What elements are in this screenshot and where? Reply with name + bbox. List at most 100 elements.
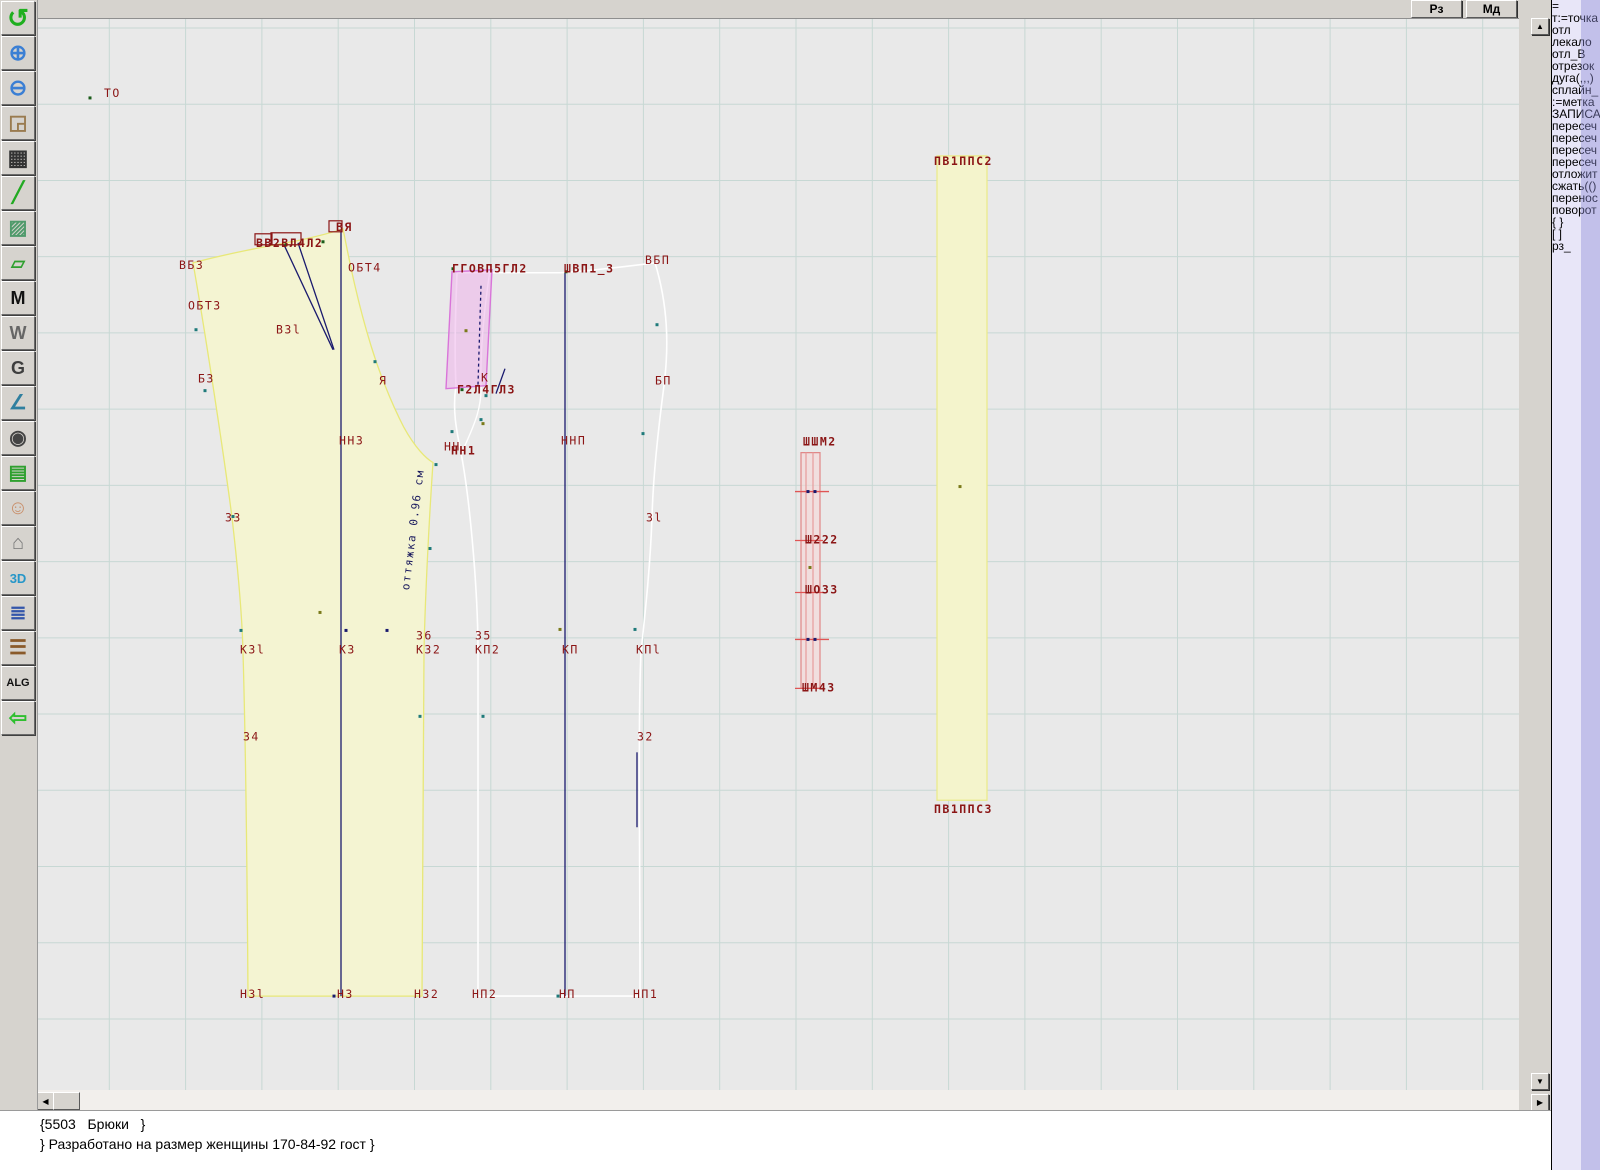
command-item[interactable]: сплайн_ (1552, 83, 1599, 97)
pattern-preview-button[interactable]: ◲ (1, 106, 35, 140)
construction-line (477, 285, 482, 385)
command-item[interactable]: отл (1552, 23, 1571, 37)
pattern-point (203, 389, 207, 393)
command-item[interactable]: лекало (1552, 35, 1592, 49)
horizontal-scrollbar[interactable]: ◀ (37, 1090, 1519, 1110)
pattern-point (385, 628, 389, 632)
waistband-strip[interactable] (936, 155, 988, 801)
command-item[interactable]: пересеч (1552, 155, 1598, 169)
command-item[interactable]: { } (1552, 215, 1564, 229)
garment-button[interactable]: ⌂ (1, 526, 35, 560)
fabric-g-icon: G (10, 358, 25, 378)
front-piece[interactable] (453, 261, 668, 997)
command-item[interactable]: [ ] (1552, 227, 1563, 241)
zoom-out-button[interactable]: ⊖ (1, 71, 35, 105)
pattern-point (641, 432, 645, 436)
pattern-label: ННЗ (339, 434, 364, 448)
ruler-button[interactable]: ∠ (1, 386, 35, 420)
pattern-point (418, 714, 422, 718)
command-item[interactable]: пересеч (1552, 131, 1598, 145)
pattern-label: КЗ2 (416, 642, 441, 656)
pattern-point (808, 565, 812, 569)
measure-button[interactable]: ╱ (1, 176, 35, 210)
alg-button[interactable]: ALG (1, 666, 35, 700)
pattern-point (321, 240, 325, 244)
pattern-point (806, 490, 810, 494)
command-item[interactable]: :=метка (1552, 95, 1595, 109)
measure-icon: ╱ (11, 182, 25, 204)
pattern-svg: ТОВБЗОБТЗБЗЗЗКЗlЗ4НЗlВВ2ВЛ4Л2ВЗlВЯОБТ4ЯН… (37, 19, 1519, 1090)
pattern-point (813, 490, 817, 494)
refresh-button[interactable]: ↺ (1, 1, 35, 35)
pattern-label: Я (379, 374, 387, 388)
command-item[interactable]: пересеч (1552, 143, 1598, 157)
pattern-point (564, 270, 568, 274)
command-item[interactable]: сжать(() (1552, 179, 1597, 193)
drawing-canvas[interactable]: ТО ВБЗ ОБТЗ БЗ ЗЗ КЗl З4 НЗl ВВ2ВЛ4Л2 ВЗl ВЯ ОБТ4 Я Н… (37, 18, 1519, 1090)
hscroll-right-icon[interactable]: ▶ (1531, 1094, 1549, 1111)
pattern-point (428, 547, 432, 551)
exit-button[interactable]: ⇦ (1, 701, 35, 735)
pattern-point (633, 627, 637, 631)
pattern-label: ВЯ (336, 220, 353, 234)
zoom-in-button[interactable]: ⊕ (1, 36, 35, 70)
garment-icon: ⌂ (11, 532, 25, 554)
md-button[interactable]: Мд (1466, 0, 1517, 18)
pattern-point (958, 485, 962, 489)
books-button[interactable]: ☰ (1, 631, 35, 665)
size-table-button[interactable]: ▤ (1, 456, 35, 490)
command-item[interactable]: ЗАПИСА (1552, 107, 1600, 121)
compass-button[interactable]: W (1, 316, 35, 350)
command-item[interactable]: отрезок (1552, 59, 1595, 73)
refresh-icon: ↺ (7, 3, 29, 33)
command-item[interactable]: поворот (1552, 203, 1597, 217)
pattern-pieces-icon: ▱ (11, 253, 25, 273)
pattern-label: НЗ (337, 987, 354, 1001)
exit-icon: ⇦ (8, 705, 28, 730)
pattern-label: К (481, 371, 489, 385)
canvas-scroll-down-icon[interactable]: ▼ (1531, 1073, 1549, 1090)
spec-list-button[interactable]: ≣ (1, 596, 35, 630)
pattern-label: ВБП (645, 253, 670, 267)
canvas-scroll-up-icon[interactable]: ▲ (1531, 18, 1549, 35)
pattern-label: ОБТЗ (188, 299, 222, 313)
pattern-label: ПВ1ППС2 (934, 154, 993, 168)
zoom-in-icon: ⊕ (8, 40, 28, 65)
command-item[interactable]: т:=точка (1552, 11, 1599, 25)
image-viewer-button[interactable]: ▨ (1, 211, 35, 245)
belt-loop-piece[interactable] (800, 451, 821, 689)
rz-button[interactable]: Рз (1411, 0, 1462, 18)
back-piece[interactable] (192, 227, 434, 997)
pattern-label: ВЗl (276, 323, 301, 337)
fabric-g-button[interactable]: G (1, 351, 35, 385)
command-item[interactable]: = (1552, 0, 1560, 13)
grid-button[interactable]: ▦ (1, 141, 35, 175)
pattern-label: НЗl (240, 987, 265, 1001)
pattern-label: КП (562, 642, 579, 656)
pattern-point (655, 323, 659, 327)
portrait-icon: ☺ (7, 497, 29, 519)
pattern-point (481, 714, 485, 718)
camera-button[interactable]: ◉ (1, 421, 35, 455)
hscroll-thumb[interactable] (53, 1092, 80, 1110)
pattern-label: НП (559, 987, 576, 1001)
command-item[interactable]: отл_В (1552, 47, 1586, 61)
pattern-point (318, 610, 322, 614)
pattern-label: ВВ2ВЛ4Л2 (256, 236, 323, 250)
pattern-label: ЗЗ (225, 511, 242, 525)
pattern-point (88, 96, 92, 100)
pattern-pieces-button[interactable]: ▱ (1, 246, 35, 280)
command-console[interactable]: {5503 Брюки }} Разработано на размер жен… (0, 1110, 1551, 1170)
threed-button[interactable]: 3D (1, 561, 35, 595)
pattern-label: НП2 (472, 987, 497, 1001)
command-item[interactable]: рз_ (1552, 239, 1571, 253)
portrait-button[interactable]: ☺ (1, 491, 35, 525)
command-item[interactable]: пересеч (1552, 119, 1598, 133)
command-item[interactable]: отложит (1552, 167, 1598, 181)
hscroll-left-icon[interactable]: ◀ (37, 1092, 54, 1110)
pattern-label: НН1 (451, 444, 476, 458)
command-item[interactable]: дуга(,,,) (1552, 71, 1594, 85)
pattern-label: БП (655, 374, 672, 388)
command-item[interactable]: перенос (1552, 191, 1598, 205)
pattern-m-button[interactable]: M (1, 281, 35, 315)
